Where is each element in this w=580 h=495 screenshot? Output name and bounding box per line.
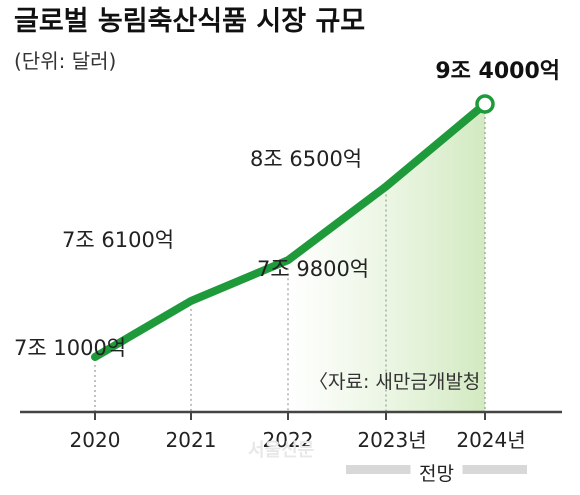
end-point-marker bbox=[475, 94, 495, 114]
forecast-shade bbox=[288, 104, 485, 412]
tick-label-4: 2024년 bbox=[456, 428, 525, 452]
series-line bbox=[91, 100, 489, 361]
unit-label: (단위: 달러) bbox=[14, 49, 116, 73]
tick-labels: 2020 2021 2022 2023년 2024년 bbox=[70, 428, 526, 452]
value-labels: 7조 1000억 7조 6100억 7조 9800억 8조 6500억 9조 4000억 bbox=[14, 59, 560, 360]
tick-label-2: 2022 bbox=[263, 428, 314, 452]
tick-label-1: 2021 bbox=[166, 428, 217, 452]
forecast-label-pad bbox=[410, 461, 463, 485]
watermark: 서울신문 bbox=[248, 440, 314, 461]
value-label-1: 7조 6100억 bbox=[62, 228, 174, 252]
forecast-label: 전망 bbox=[419, 463, 454, 485]
source-label: 〈자료: 새만금개발청 bbox=[309, 371, 480, 393]
guide-lines bbox=[94, 112, 486, 412]
tick-label-0: 2020 bbox=[70, 428, 121, 452]
value-label-0: 7조 1000억 bbox=[14, 336, 126, 360]
tick-label-3: 2023년 bbox=[357, 428, 426, 452]
chart-title: 글로벌 농림축산식품 시장 규모 bbox=[14, 6, 365, 37]
value-label-4: 9조 4000억 bbox=[435, 59, 560, 84]
x-ticks bbox=[94, 412, 486, 420]
value-label-3: 8조 6500억 bbox=[250, 147, 362, 171]
value-label-2: 7조 9800억 bbox=[257, 257, 369, 281]
